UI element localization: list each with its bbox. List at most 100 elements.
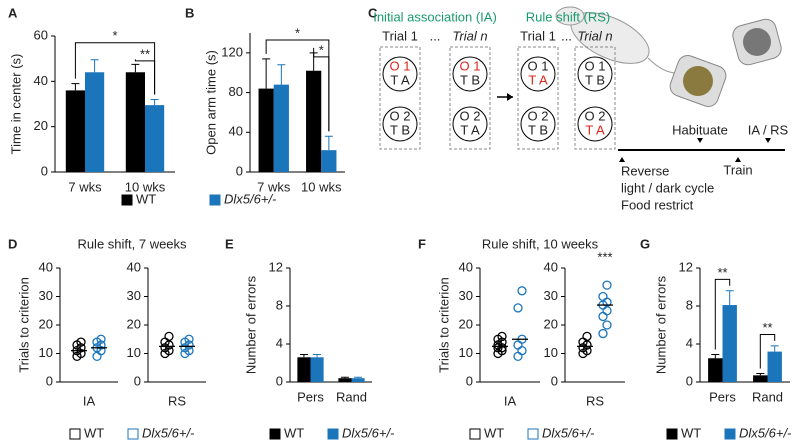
- significance-bracket: [313, 47, 330, 132]
- y-tick-label: 20: [34, 118, 48, 133]
- dish-label: O 1: [460, 58, 481, 73]
- y-tick-label: 10: [459, 345, 473, 360]
- y-axis-label: Time in center (s): [8, 54, 23, 155]
- panel-letter: C: [368, 5, 378, 20]
- x-tick-label: 7 wks: [68, 179, 102, 194]
- legend-swatch: [469, 428, 481, 440]
- y-tick-label: 80: [229, 84, 243, 99]
- significance-label: *: [112, 28, 117, 43]
- error-bar: [262, 58, 271, 89]
- subplot-title: Rule shift, 10 weeks: [482, 236, 599, 251]
- error-bar: [711, 353, 720, 359]
- bar: [65, 90, 85, 172]
- panel-letter: D: [8, 236, 17, 251]
- x-tick-label: IA: [504, 393, 517, 408]
- trial-label: ...: [430, 28, 441, 43]
- dish: [452, 106, 488, 142]
- legend-swatch: [724, 428, 736, 440]
- legend-swatch: [69, 428, 81, 440]
- y-tick-label: 0: [236, 163, 243, 178]
- timeline-label: Food restrict: [621, 197, 694, 212]
- bar: [273, 84, 289, 172]
- dish-label: O 1: [390, 58, 411, 73]
- y-tick-label: 0: [551, 373, 558, 388]
- y-tick-label: 40: [39, 259, 53, 274]
- timeline-marker: [735, 157, 741, 162]
- dish: [520, 106, 556, 142]
- y-tick-label: 40: [34, 73, 48, 88]
- error-bar: [71, 83, 80, 91]
- x-tick-label: Rand: [336, 389, 367, 404]
- legend-label: Dlx5/6+/-: [542, 425, 595, 440]
- trial-box: [574, 46, 616, 150]
- error-bar: [277, 64, 286, 85]
- error-bar: [770, 345, 779, 352]
- data-point: [598, 311, 608, 322]
- error-bar: [150, 98, 159, 106]
- y-tick-label: 20: [544, 316, 558, 331]
- legend-label: Dlx5/6+/-: [342, 425, 395, 440]
- data-point: [184, 334, 194, 344]
- dish-label: O 2: [460, 108, 481, 123]
- dish: [577, 106, 613, 142]
- y-tick-label: 8: [276, 297, 283, 312]
- timeline-marker: [697, 138, 703, 143]
- data-point: [602, 306, 612, 316]
- bar: [753, 375, 768, 382]
- legend-label: Dlx5/6+/-: [739, 425, 792, 440]
- legend-label: Dlx5/6+/-: [142, 425, 195, 440]
- bar: [722, 305, 737, 382]
- phase-title: Rule shift (RS): [526, 9, 611, 24]
- legend-label: WT: [484, 425, 504, 440]
- data-point: [582, 331, 592, 342]
- data-point: [76, 337, 86, 347]
- legend-label: WT: [681, 425, 701, 440]
- legend-swatch: [121, 194, 133, 206]
- mouse-illustration: [555, 6, 782, 107]
- data-point: [598, 291, 608, 302]
- subplot-title: Rule shift, 7 weeks: [77, 236, 187, 251]
- panel-letter: F: [418, 236, 426, 251]
- phase-title: Initial association (IA): [373, 9, 497, 24]
- dish-label: O 2: [585, 108, 606, 123]
- dish-label: T A: [585, 122, 605, 137]
- timeline-label: IA / RS: [748, 122, 789, 137]
- y-tick-label: 12: [679, 259, 693, 274]
- x-tick-label: Pers: [297, 389, 324, 404]
- error-bar: [299, 353, 308, 358]
- y-axis-label: Trials to criterion: [16, 277, 31, 373]
- data-point: [602, 280, 612, 290]
- trial-box: [379, 46, 421, 150]
- y-tick-label: 30: [544, 288, 558, 303]
- y-tick-label: 30: [459, 288, 473, 303]
- legend-swatch: [209, 194, 221, 206]
- significance-bracket: [134, 59, 156, 95]
- dish-label: T B: [528, 122, 548, 137]
- y-tick-label: 12: [269, 259, 283, 274]
- significance-label: **: [762, 320, 772, 335]
- y-tick-label: 10: [39, 345, 53, 360]
- data-point: [517, 345, 527, 356]
- legend-label: WT: [284, 425, 304, 440]
- y-tick-label: 8: [686, 297, 693, 312]
- x-tick-label: 10 wks: [125, 179, 166, 194]
- dish-label: T B: [585, 72, 605, 87]
- bar: [767, 351, 782, 382]
- timeline-marker: [765, 138, 771, 143]
- trial-label: Trial n: [577, 28, 612, 43]
- significance-label: ***: [597, 249, 612, 264]
- y-tick-label: 20: [459, 316, 473, 331]
- data-point: [164, 331, 174, 342]
- panel-letter: A: [8, 5, 18, 20]
- legend-label: WT: [136, 191, 156, 206]
- y-tick-label: 30: [39, 288, 53, 303]
- significance-bracket: [759, 334, 776, 369]
- bar: [338, 378, 352, 382]
- bar: [321, 150, 337, 172]
- panel-letter: B: [185, 5, 194, 20]
- arrow-head: [507, 93, 513, 101]
- data-point: [92, 351, 102, 362]
- dish: [452, 56, 488, 92]
- y-tick-label: 40: [229, 124, 243, 139]
- data-point: [513, 340, 523, 350]
